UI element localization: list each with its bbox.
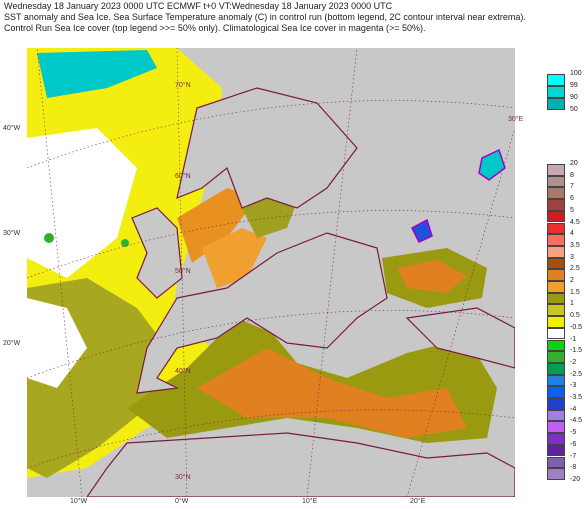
sst-legend-label: -8 bbox=[570, 464, 577, 472]
scandinavia-land bbox=[176, 87, 358, 209]
header-line-3: Control Run Sea Ice cover (top legend >>… bbox=[4, 23, 426, 33]
sst-legend-label: 0.5 bbox=[570, 312, 580, 320]
sst-legend-label: -4.5 bbox=[570, 417, 583, 425]
sst-legend-label: 5 bbox=[570, 206, 574, 214]
cold-patch-shelf bbox=[121, 239, 129, 247]
lat-label-20w: 20°W bbox=[3, 340, 21, 347]
sst-legend-swatch bbox=[547, 362, 565, 375]
sst-legend-label: -1 bbox=[570, 335, 577, 343]
north-africa-land bbox=[86, 432, 515, 497]
anatolia-land bbox=[405, 307, 515, 369]
sst-legend-label: 2 bbox=[570, 277, 574, 284]
sst-legend-label: 2.5 bbox=[570, 265, 580, 273]
sst-legend-swatch bbox=[547, 269, 565, 281]
continental-europe-land bbox=[136, 232, 388, 394]
sst-legend-swatch bbox=[547, 175, 565, 188]
sst-legend-label: 3.5 bbox=[570, 241, 580, 249]
lon-label-20e: 20°E bbox=[410, 498, 426, 505]
header-line-2: SST anomaly and Sea Ice. Sea Surface Tem… bbox=[4, 12, 526, 22]
header-line-1: Wednesday 18 January 2023 0000 UTC ECMWF… bbox=[4, 1, 393, 11]
sst-anomaly-map bbox=[27, 48, 515, 497]
sst-legend-swatch bbox=[547, 409, 565, 422]
sst-legend-swatch bbox=[547, 386, 565, 398]
sst-legend-swatch bbox=[547, 164, 565, 176]
sst-legend-swatch bbox=[547, 222, 565, 235]
lat-inner-30n: 30°N bbox=[175, 474, 191, 481]
atlantic-white-patch bbox=[27, 128, 137, 278]
sst-legend-swatch bbox=[547, 327, 565, 340]
sst-legend-swatch bbox=[547, 398, 565, 410]
lat-label-40w: 40°W bbox=[3, 125, 21, 132]
sst-legend-swatch bbox=[547, 351, 565, 363]
sst-legend-label: 1.5 bbox=[570, 288, 580, 296]
sst-legend-swatch bbox=[547, 292, 565, 305]
lon-label-0w: 0°W bbox=[175, 498, 189, 505]
lat-inner-50n: 50°N bbox=[175, 268, 191, 275]
graticule bbox=[27, 48, 515, 497]
sst-legend-label: -20 bbox=[570, 475, 581, 483]
sst-legend-swatch bbox=[547, 187, 565, 200]
lon-label-10w: 10°W bbox=[70, 498, 88, 505]
sst-legend-swatch bbox=[547, 456, 565, 469]
sst-legend-label: 8 bbox=[570, 171, 574, 179]
lat-inner-60n: 60°N bbox=[175, 173, 191, 180]
sst-legend-label: -1.5 bbox=[570, 347, 583, 355]
sst-legend-swatch bbox=[547, 257, 565, 270]
sst-legend-swatch bbox=[547, 234, 565, 246]
sst-legend-label: 20 bbox=[570, 160, 578, 167]
sst-legend-label: 4.5 bbox=[570, 218, 580, 226]
sst-legend-swatch bbox=[547, 199, 565, 211]
sst-legend-swatch bbox=[547, 421, 565, 434]
ice-legend-label: 99 bbox=[570, 82, 578, 89]
sst-legend-swatch bbox=[547, 245, 565, 258]
lon-label-10e: 10°E bbox=[302, 498, 318, 505]
ice-legend-label: 100 bbox=[570, 70, 582, 77]
sst-legend-swatch bbox=[547, 374, 565, 387]
sst-legend-swatch bbox=[547, 468, 565, 480]
cold-patch-atlantic bbox=[44, 233, 54, 243]
sst-legend-swatch bbox=[547, 316, 565, 328]
sst-legend-label: 6 bbox=[570, 195, 574, 203]
ice-legend-label: 50 bbox=[570, 106, 578, 113]
black-sea-orange bbox=[397, 260, 467, 293]
sst-legend-swatch bbox=[547, 210, 565, 223]
ice-legend-swatch bbox=[547, 98, 565, 110]
sst-legend-label: 1 bbox=[570, 300, 574, 308]
sst-legend-label: -0.5 bbox=[570, 323, 583, 331]
lat-inner-70n: 70°N bbox=[175, 82, 191, 89]
lat-label-30w: 30°W bbox=[3, 230, 21, 237]
sst-legend-swatch bbox=[547, 433, 565, 445]
sst-legend-swatch bbox=[547, 281, 565, 293]
sst-legend-label: -2 bbox=[570, 358, 577, 366]
lon-inner-30e: 30°E bbox=[508, 116, 524, 123]
greenland-sea-ice bbox=[37, 50, 157, 98]
sst-legend-swatch bbox=[547, 444, 565, 457]
sst-legend-label: -5 bbox=[570, 429, 577, 437]
mediterranean-orange bbox=[197, 348, 467, 438]
sst-legend-label: 4 bbox=[570, 230, 574, 238]
ice-legend-swatch bbox=[547, 74, 565, 86]
ice-legend-label: 90 bbox=[570, 94, 578, 101]
lat-inner-40n: 40°N bbox=[175, 368, 191, 375]
caspian-sea-ice bbox=[478, 148, 506, 181]
sst-legend-label: -3.5 bbox=[570, 394, 583, 401]
ice-legend-swatch bbox=[547, 86, 565, 98]
atlantic-white-patch-south bbox=[27, 298, 87, 388]
sst-legend-label: -2.5 bbox=[570, 370, 583, 378]
sst-legend-swatch bbox=[547, 304, 565, 317]
azov-sea-ice bbox=[411, 218, 433, 243]
north-sea-orange bbox=[202, 228, 267, 288]
sst-legend-label: -3 bbox=[570, 382, 577, 390]
sst-legend-label: -7 bbox=[570, 452, 577, 460]
british-isles-land bbox=[131, 207, 183, 299]
sst-legend-label: -4 bbox=[570, 405, 577, 413]
sst-legend-label: 3 bbox=[570, 253, 574, 261]
sst-legend-label: 7 bbox=[570, 183, 574, 191]
sst-legend-swatch bbox=[547, 339, 565, 352]
sst-legend-label: -6 bbox=[570, 440, 577, 448]
